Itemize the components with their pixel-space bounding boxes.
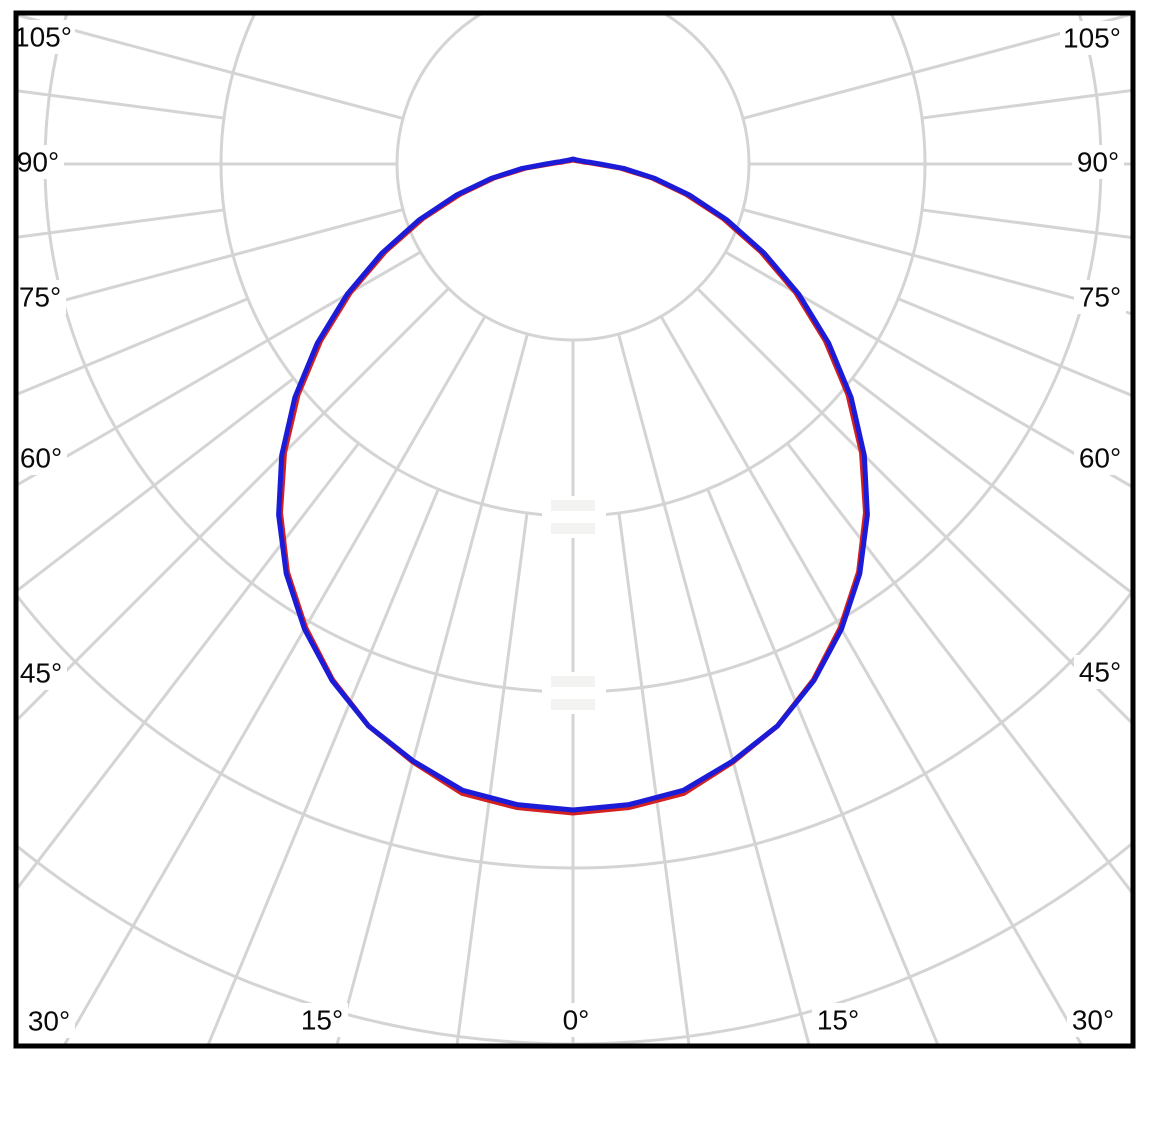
chart-footer: cd/klm C0 - C180 C90 - C270 η = 100%	[0, 1055, 1164, 1143]
angle-label-backing	[556, 1003, 596, 1037]
angle-label-backing	[14, 280, 66, 314]
angle-label-backing	[1074, 441, 1126, 475]
grid-radial-line	[742, 15, 1131, 120]
angle-label: 60°	[20, 443, 62, 474]
angle-label: 0°	[563, 1005, 590, 1036]
chart-border	[13, 10, 1136, 1049]
grid-radial-line	[18, 377, 295, 592]
grid-radial-line	[18, 208, 404, 315]
grid-ring	[395, 15, 751, 342]
angle-label: 90°	[1077, 147, 1119, 178]
grid-radial-line	[18, 250, 422, 486]
grid-radial-line	[18, 442, 360, 890]
grid-radial-line	[63, 315, 487, 1044]
grid-radial-line	[18, 297, 249, 396]
angle-label-backing	[1072, 145, 1124, 179]
angle-label: 75°	[19, 282, 61, 313]
grid-radial-line	[18, 287, 450, 721]
angle-label: 105°	[14, 22, 72, 53]
grid-ring	[18, 591, 1131, 870]
angle-label: 75°	[1079, 282, 1121, 313]
angle-label-backing	[11, 20, 75, 54]
faint-ring-label	[551, 500, 595, 511]
grid-radial-line	[897, 297, 1131, 397]
curve-c90-c270	[276, 156, 870, 813]
angle-label-backing	[812, 1003, 864, 1037]
angle-label: 90°	[17, 147, 59, 178]
angle-label-backing	[1074, 280, 1126, 314]
angle-label-backing	[1074, 655, 1126, 689]
angle-label-backing	[15, 441, 67, 475]
polar-chart: 105° 90° 75° 60° 45° 30° 15° 0° 15° 30° 45° 60° 75° 9…	[11, 10, 1136, 1049]
angle-label-backing	[1067, 1003, 1119, 1037]
grid-radial-line	[706, 488, 939, 1044]
grid-radial-line	[659, 315, 1083, 1044]
angle-label-backing	[23, 1004, 75, 1038]
grid-radial-line	[455, 512, 529, 1044]
grid-radial-line	[696, 287, 1131, 724]
grid-radial-line	[921, 89, 1131, 120]
angle-label: 30°	[28, 1006, 70, 1037]
grid-radial-line	[851, 377, 1131, 594]
angle-label-backing	[15, 656, 67, 690]
grid-radial-line	[786, 442, 1131, 894]
angle-label: 105°	[1063, 23, 1121, 54]
angle-label: 60°	[1079, 443, 1121, 474]
grid-radial-line	[742, 208, 1131, 315]
grid-radial-line	[207, 488, 440, 1044]
grid-radial-line	[724, 250, 1131, 488]
angle-label-backing	[12, 145, 64, 179]
faint-ring-label	[551, 523, 595, 534]
faint-ring-label	[551, 699, 595, 710]
grid-radial-line	[18, 15, 404, 120]
grid-radial-line	[18, 89, 225, 120]
angle-label: 30°	[1072, 1005, 1114, 1036]
grid-radial-line	[335, 333, 529, 1044]
grid-radial-line	[617, 512, 691, 1044]
angle-label: 45°	[1079, 657, 1121, 688]
grid-radial-line	[617, 333, 811, 1044]
angle-label: 45°	[20, 658, 62, 689]
angle-label-backing	[296, 1003, 348, 1037]
angle-label: 15°	[301, 1005, 343, 1036]
angle-label: 15°	[817, 1005, 859, 1036]
faint-ring-label	[551, 676, 595, 687]
angle-label-backing	[1060, 21, 1124, 55]
